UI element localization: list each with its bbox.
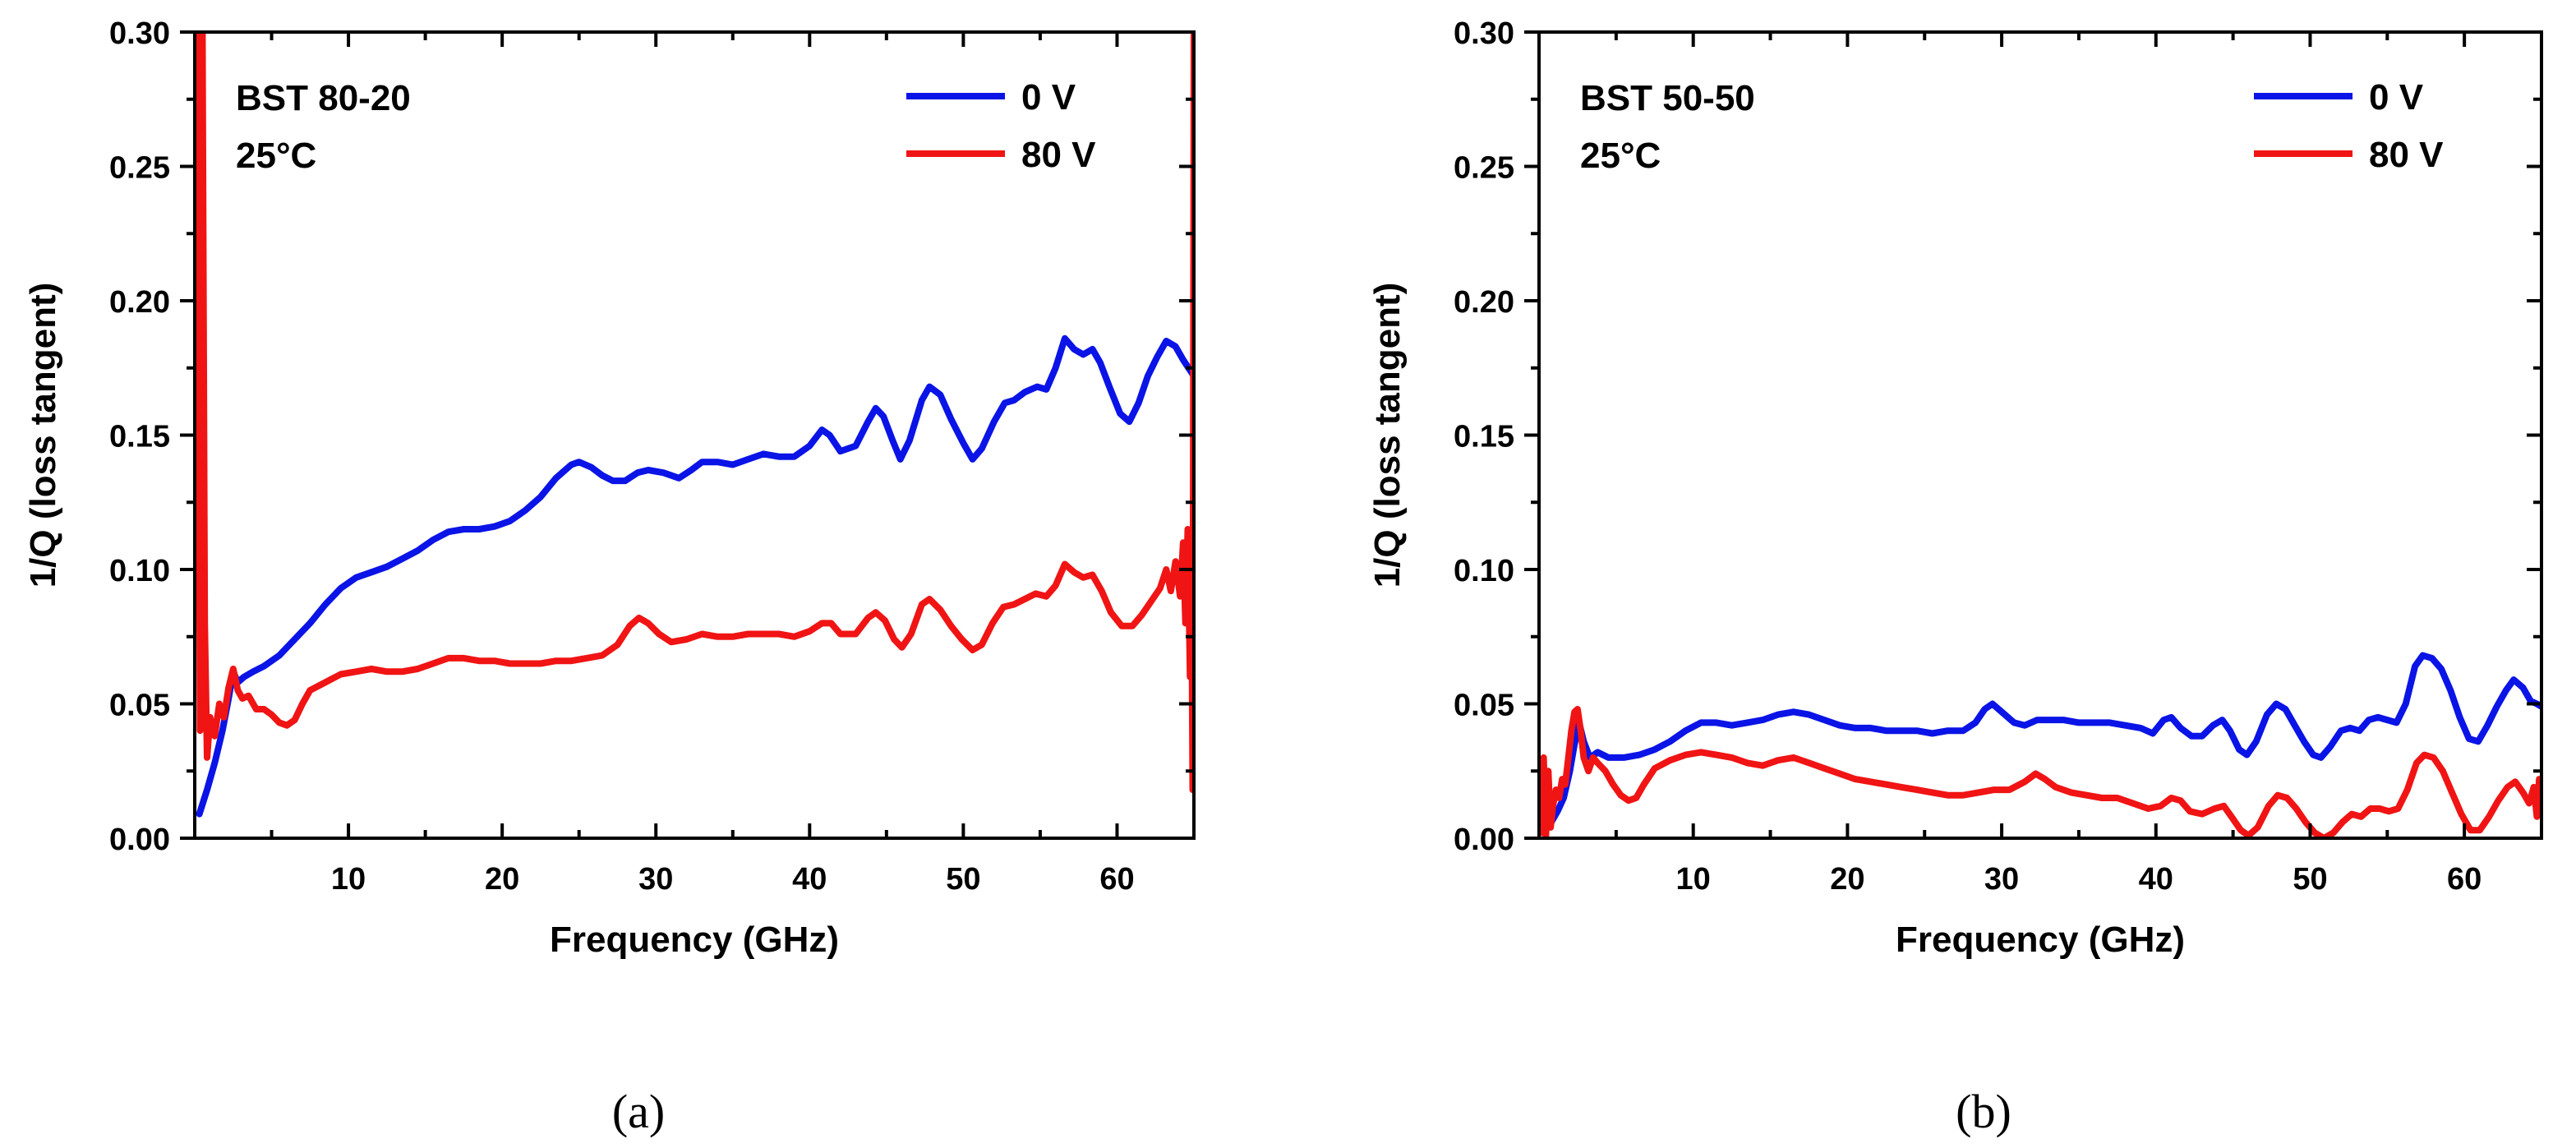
x-tick-label: 10 <box>1676 862 1711 897</box>
series-line-80v <box>1539 706 2541 838</box>
y-tick-label: 0.05 <box>109 689 170 723</box>
y-tick-label: 0.30 <box>109 16 170 51</box>
y-tick-label: 0.30 <box>1454 16 1514 51</box>
legend-label: 0 V <box>1021 77 1076 118</box>
panel-annotation: BST 50-50 <box>1580 78 1755 118</box>
x-tick-label: 50 <box>2293 862 2327 897</box>
panel-caption: (b) <box>1956 1085 2011 1138</box>
chart-panel-a: 10 20 30 40 50 60 0.00 0.05 0.10 0.15 0.20 0.25 0.30… <box>23 16 1196 1138</box>
x-axis-title: Frequency (GHz) <box>550 920 839 960</box>
y-tick-label: 0.10 <box>109 554 170 588</box>
series-line-80v <box>195 32 1194 794</box>
y-tick-label: 0.15 <box>109 420 170 454</box>
panel-annotation: 25°C <box>1580 136 1661 176</box>
panel-annotation: 25°C <box>236 136 316 176</box>
panel-annotation: BST 80-20 <box>236 78 411 118</box>
y-tick-label: 0.05 <box>1454 689 1514 723</box>
legend-label: 0 V <box>2369 77 2424 118</box>
y-axis-title: 1/Q (loss tangent) <box>1367 283 1408 588</box>
y-tick-label: 0.25 <box>109 151 170 186</box>
y-tick-label: 0.20 <box>109 285 170 320</box>
y-axis-title: 1/Q (loss tangent) <box>23 283 63 588</box>
y-tick-label: 0.15 <box>1454 420 1514 454</box>
x-tick-label: 30 <box>638 862 673 897</box>
y-tick-label: 0.00 <box>109 823 170 857</box>
x-tick-label: 50 <box>946 862 980 897</box>
chart-panel-b: 10 20 30 40 50 60 0.00 0.05 0.10 0.15 0.20 0.25 0.30… <box>1367 16 2543 1138</box>
y-tick-label: 0.00 <box>1454 823 1514 857</box>
x-tick-label: 20 <box>1830 862 1864 897</box>
x-tick-label: 20 <box>485 862 519 897</box>
y-tick-label: 0.20 <box>1454 285 1514 320</box>
panel-caption: (a) <box>612 1085 665 1138</box>
series-line-0v <box>1548 652 2541 826</box>
x-tick-label: 40 <box>792 862 827 897</box>
x-axis-title: Frequency (GHz) <box>1896 920 2185 960</box>
x-tick-label: 60 <box>2447 862 2482 897</box>
y-tick-label: 0.25 <box>1454 151 1514 186</box>
x-tick-label: 40 <box>2139 862 2173 897</box>
legend-label: 80 V <box>2369 135 2444 175</box>
x-tick-label: 60 <box>1099 862 1134 897</box>
y-tick-label: 0.10 <box>1454 554 1514 588</box>
x-tick-label: 10 <box>331 862 366 897</box>
legend-label: 80 V <box>1021 135 1096 175</box>
x-tick-label: 30 <box>1984 862 2019 897</box>
series-line-0v <box>196 334 1194 818</box>
